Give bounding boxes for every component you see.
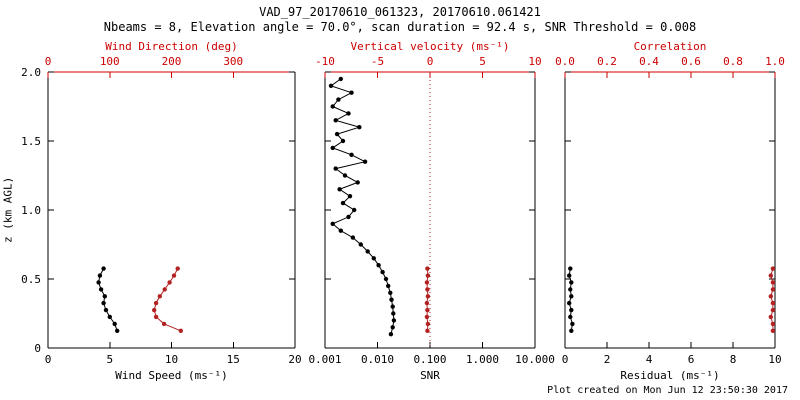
- top-tick-label: 0: [427, 55, 434, 68]
- panel-snr: 0.001 0.010 0.100 1.000 10.000 SNR -10 -5 0 5 10 Ve…: [308, 40, 554, 382]
- bottom-tick-label: 20: [288, 353, 301, 366]
- top-tick-label: 200: [162, 55, 182, 68]
- bottom-tick-label: 2: [604, 353, 611, 366]
- bottom-tick-label: 1.000: [466, 353, 499, 366]
- bottom-axis-title: Residual (ms⁻¹): [620, 369, 719, 382]
- bottom-tick-label: 10: [768, 353, 781, 366]
- top-axis-title: Wind Direction (deg): [105, 40, 237, 53]
- bottom-tick-label: 10.000: [515, 353, 555, 366]
- bottom-tick-label: 5: [106, 353, 113, 366]
- panel-residual: 0 2 4 6 8 10 Residual (ms⁻¹) 0.0 0.2 0.4 0.6 0.8 1.0…: [555, 40, 785, 382]
- bottom-tick-label: 8: [730, 353, 737, 366]
- y-tick-label: 1.0: [21, 204, 41, 217]
- bottom-tick-label: 0.001: [308, 353, 341, 366]
- bottom-tick-label: 15: [227, 353, 240, 366]
- figure-title: VAD_97_20170610_061323, 20170610.061421: [259, 5, 541, 19]
- panel-frame: [564, 71, 776, 349]
- top-tick-label: 0.8: [723, 55, 743, 68]
- wind-speed-series: [96, 266, 120, 333]
- top-tick-label: -10: [315, 55, 335, 68]
- bottom-tick-label: 10: [165, 353, 178, 366]
- top-axis-title: Correlation: [634, 40, 707, 53]
- top-tick-label: 5: [479, 55, 486, 68]
- top-tick-label: 0.2: [597, 55, 617, 68]
- top-tick-label: -5: [371, 55, 384, 68]
- bottom-tick-label: 0: [45, 353, 52, 366]
- top-axis-title: Vertical velocity (ms⁻¹): [351, 40, 510, 53]
- panel-frame: [324, 71, 536, 349]
- top-tick-label: 0.4: [639, 55, 659, 68]
- snr-profile-series: [328, 76, 397, 337]
- creation-timestamp: Plot created on Mon Jun 12 23:50:30 2017: [547, 385, 788, 396]
- correlation-series: [768, 266, 776, 333]
- y-tick-label: 0.5: [21, 273, 41, 286]
- bottom-tick-label: 4: [646, 353, 653, 366]
- bottom-tick-label: 0: [562, 353, 569, 366]
- wind-direction-series: [152, 266, 183, 333]
- bottom-axis-title: Wind Speed (ms⁻¹): [115, 369, 228, 382]
- figure-subtitle: Nbeams = 8, Elevation angle = 70.0°, sca…: [103, 20, 697, 34]
- y-tick-label: 0: [34, 342, 41, 355]
- top-tick-label: 0.6: [681, 55, 701, 68]
- bottom-tick-label: 0.010: [361, 353, 394, 366]
- top-tick-label: 100: [100, 55, 120, 68]
- panel-frame: [47, 71, 296, 349]
- bottom-tick-label: 6: [688, 353, 695, 366]
- residual-series: [567, 266, 575, 333]
- bottom-tick-label: 0.100: [413, 353, 446, 366]
- top-tick-label: 0.0: [555, 55, 575, 68]
- bottom-axis-title: SNR: [420, 369, 440, 382]
- top-tick-label: 300: [223, 55, 243, 68]
- y-tick-label: 1.5: [21, 135, 41, 148]
- top-tick-label: 1.0: [765, 55, 785, 68]
- top-tick-label: 10: [528, 55, 541, 68]
- panel-wind: 0 0.5 1.0 1.5 2.0 0 5 10 15 20 Wind Speed (ms⁻¹) 0 1…: [21, 40, 302, 382]
- top-tick-label: 0: [45, 55, 52, 68]
- vertical-velocity-series: [424, 266, 431, 333]
- y-tick-label: 2.0: [21, 66, 41, 79]
